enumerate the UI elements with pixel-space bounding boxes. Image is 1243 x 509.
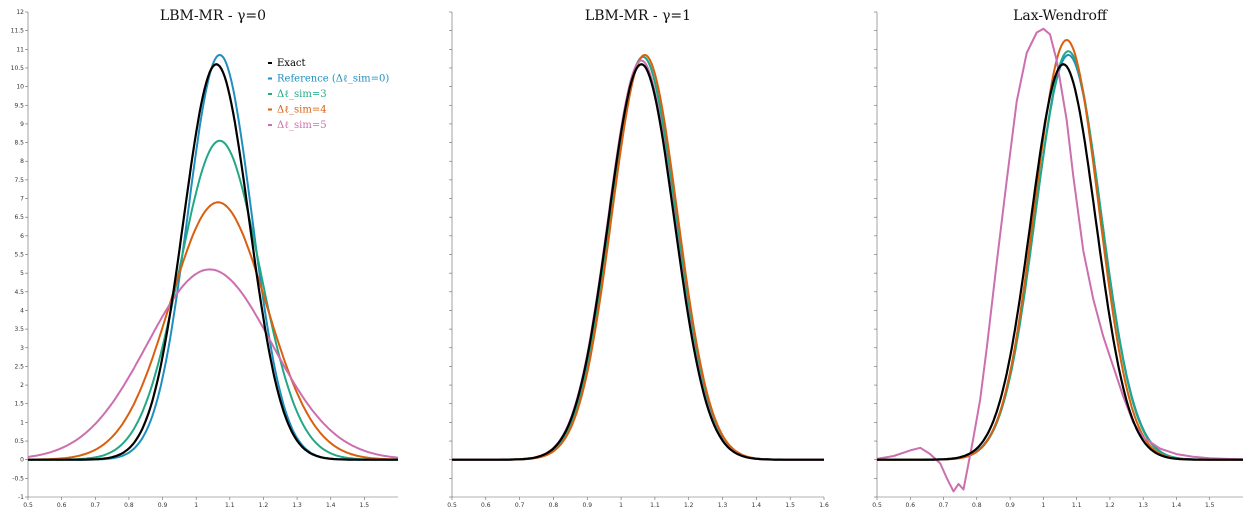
x-tick-label: 0.9 (1005, 502, 1015, 509)
x-tick-label: 1 (194, 502, 198, 509)
y-tick-label: 7 (20, 196, 24, 203)
x-tick-label: 0.9 (158, 502, 168, 509)
y-tick-label: -0.5 (12, 475, 24, 482)
x-tick-label: 1 (1041, 502, 1045, 509)
series-line-sim-5 (452, 59, 824, 461)
y-tick-label: 0 (20, 457, 24, 464)
legend-entry: Δℓ_sim=4 (277, 105, 327, 116)
y-tick-label: 1 (20, 419, 24, 426)
y-tick-label: 7.5 (14, 177, 24, 184)
x-tick-label: 0.8 (549, 502, 559, 509)
y-tick-label: 12 (16, 9, 24, 16)
x-tick-label: 0.6 (905, 502, 915, 509)
x-tick-label: 1 (619, 502, 623, 509)
y-tick-label: 1.5 (14, 401, 24, 408)
y-tick-label: 6.5 (14, 214, 24, 221)
y-tick-label: 4 (20, 307, 24, 314)
y-tick-label: 8 (20, 158, 24, 165)
legend-entry: Reference (Δℓ_sim=0) (277, 74, 389, 85)
y-tick-label: 11.5 (11, 28, 25, 35)
x-tick-label: 0.6 (481, 502, 491, 509)
x-tick-label: 0.5 (872, 502, 882, 509)
x-tick-label: 0.7 (515, 502, 525, 509)
chart-title: LBM-MR - γ=0 (160, 8, 266, 24)
y-tick-label: 2.5 (14, 363, 24, 370)
legend-entry: Δℓ_sim=3 (277, 89, 327, 100)
y-tick-label: 9.5 (14, 102, 24, 109)
y-tick-label: 3 (20, 345, 24, 352)
series-line-sim-3 (28, 139, 398, 461)
x-tick-label: 1.2 (259, 502, 269, 509)
chart-title: Lax-Wendroff (1013, 8, 1108, 24)
x-tick-label: 1.3 (1138, 502, 1148, 509)
series-line-exact (877, 63, 1243, 461)
y-tick-label: 9 (20, 121, 24, 128)
series-line-reference-sim-0 (28, 53, 398, 461)
x-tick-label: 1.4 (326, 502, 336, 509)
series-line-sim-4 (28, 201, 399, 461)
legend: Exact Reference (Δℓ_sim=0) Δℓ_sim=3 Δℓ_sim=… (268, 58, 389, 131)
y-tick-label: 0.5 (14, 438, 24, 445)
legend-entry: Δℓ_sim=5 (277, 120, 327, 131)
y-tick-label: 10 (16, 84, 24, 91)
series-line-reference-sim-0 (877, 53, 1243, 461)
series-line-sim-5 (876, 27, 1243, 493)
x-tick-label: 0.8 (124, 502, 134, 509)
x-tick-label: 1.1 (225, 502, 235, 509)
x-tick-label: 0.9 (582, 502, 592, 509)
y-tick-label: 8.5 (14, 140, 24, 147)
x-tick-label: 1.3 (292, 502, 302, 509)
y-tick-label: 4.5 (14, 289, 24, 296)
y-tick-label: 6 (20, 233, 24, 240)
chart-panel-1: LBM-MR - γ=0-1-0.500.511.522.533.544.555… (11, 8, 399, 509)
x-tick-label: 0.8 (972, 502, 982, 509)
series-line-sim-4 (877, 39, 1243, 461)
x-tick-label: 1.2 (1105, 502, 1115, 509)
x-tick-label: 0.7 (90, 502, 100, 509)
series-line-sim-3 (877, 50, 1243, 461)
x-tick-label: 1.2 (684, 502, 694, 509)
x-tick-label: 1.3 (718, 502, 728, 509)
x-tick-label: 1.1 (1072, 502, 1082, 509)
x-tick-label: 1.5 (1205, 502, 1215, 509)
x-tick-label: 1.4 (1172, 502, 1182, 509)
y-tick-label: 5.5 (14, 252, 24, 259)
y-tick-label: 5 (20, 270, 24, 277)
chart-title: LBM-MR - γ=1 (585, 8, 691, 24)
series-line-sim-5 (27, 268, 399, 459)
legend-entry: Exact (277, 58, 306, 69)
series-line-reference-sim-0 (452, 55, 824, 461)
series-line-exact (452, 63, 824, 461)
x-tick-label: 1.6 (819, 502, 829, 509)
x-tick-label: 0.6 (57, 502, 67, 509)
x-tick-label: 1.1 (650, 502, 660, 509)
y-tick-label: 11 (16, 46, 24, 53)
y-tick-label: 10.5 (11, 65, 25, 72)
x-tick-label: 0.5 (447, 502, 457, 509)
y-tick-label: 2 (20, 382, 24, 389)
x-tick-label: 1.5 (360, 502, 370, 509)
x-tick-label: 0.7 (939, 502, 949, 509)
x-tick-label: 1.5 (785, 502, 795, 509)
series-line-exact (28, 63, 398, 461)
x-tick-label: 1.4 (752, 502, 762, 509)
chart-panel-2: LBM-MR - γ=1 0.5 0.6 0.7 0.8 0.9 1 1.1 1.2 1.3 1.4… (447, 8, 829, 509)
chart-panel-3: Lax-Wendroff 0.5 0.6 0.7 0.8 0.9 1 1.1 1.2 1.3 1.4… (872, 8, 1243, 509)
series-line-sim-4 (452, 53, 824, 461)
series-line-sim-3 (452, 55, 824, 461)
y-tick-label: -1 (18, 494, 24, 501)
y-tick-label: 3.5 (14, 326, 24, 333)
x-tick-label: 0.5 (23, 502, 33, 509)
